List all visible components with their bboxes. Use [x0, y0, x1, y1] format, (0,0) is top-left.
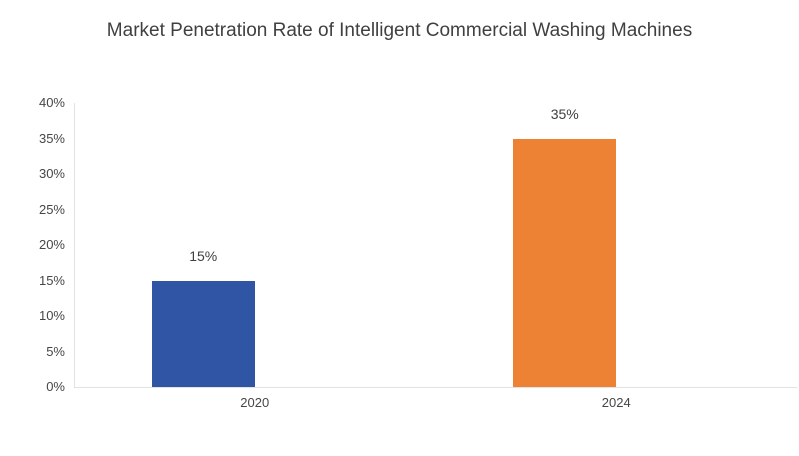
bar-2020: [151, 280, 255, 387]
bar-2024: [513, 138, 617, 387]
y-tick-label: 10%: [38, 308, 65, 323]
x-axis-line: [74, 387, 797, 388]
y-axis-line: [74, 103, 75, 387]
x-tick-label: 2020: [240, 395, 270, 410]
bar-value-label: 15%: [189, 247, 218, 264]
y-tick-label: 25%: [38, 201, 65, 217]
chart-title: Market Penetration Rate of Intelligent C…: [106, 20, 693, 41]
y-tick-label: 0%: [46, 379, 65, 394]
y-tick-label: 5%: [46, 343, 65, 359]
x-tick-label: 2024: [601, 395, 631, 410]
y-tick-label: 40%: [38, 95, 65, 110]
y-tick-label: 20%: [38, 237, 65, 252]
y-tick-label: 15%: [38, 272, 65, 288]
y-tick-label: 30%: [38, 166, 65, 181]
y-tick-label: 35%: [38, 130, 65, 146]
bar-value-label: 35%: [550, 105, 579, 122]
